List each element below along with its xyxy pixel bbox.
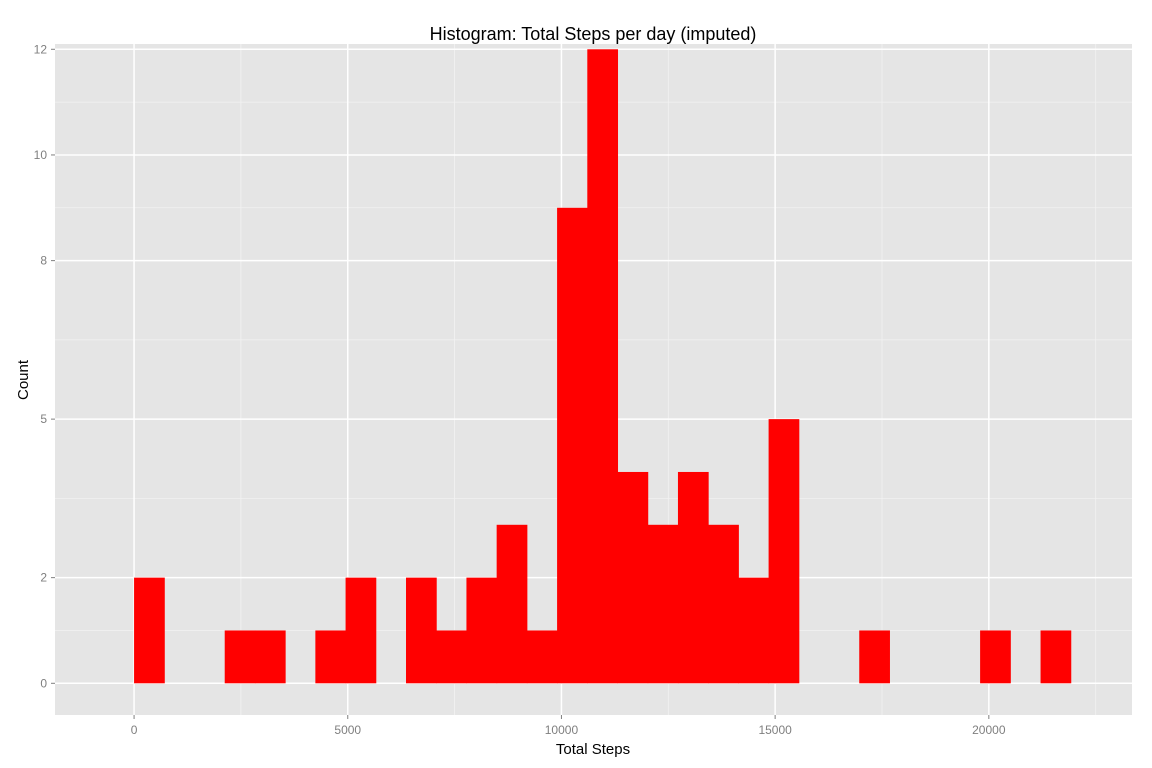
y-tick-label: 5 xyxy=(40,412,47,426)
histogram-bar xyxy=(224,630,256,684)
histogram-bar xyxy=(768,419,800,684)
histogram-bar xyxy=(557,207,588,684)
x-tick-label: 5000 xyxy=(334,723,361,737)
histogram-bars xyxy=(134,49,1072,684)
y-axis-title: Count xyxy=(15,359,32,400)
y-tick-label: 2 xyxy=(40,571,47,585)
histogram-bar xyxy=(254,630,286,684)
x-tick-label: 15000 xyxy=(758,723,792,737)
y-tick-label: 8 xyxy=(40,254,47,268)
histogram-bar xyxy=(315,630,347,684)
histogram-bar xyxy=(677,471,709,684)
y-tick-label: 10 xyxy=(34,148,48,162)
y-tick-label: 0 xyxy=(40,676,47,690)
histogram-bar xyxy=(406,577,437,684)
histogram-bar xyxy=(980,630,1011,684)
histogram-bar xyxy=(617,471,649,684)
histogram-bar xyxy=(708,524,739,684)
histogram-bar xyxy=(859,630,890,684)
y-tick-label: 12 xyxy=(34,42,48,56)
histogram-bar xyxy=(738,577,770,684)
x-axis-title: Total Steps xyxy=(556,741,630,758)
histogram-bar xyxy=(436,630,467,684)
x-tick-label: 20000 xyxy=(972,723,1006,737)
x-tick-label: 10000 xyxy=(545,723,579,737)
histogram-bar xyxy=(587,49,619,684)
histogram-bar xyxy=(526,630,558,684)
histogram-bar xyxy=(345,577,377,684)
y-axis-ticks: 0 2 5 8 10 12 xyxy=(34,42,55,690)
x-tick-label: 0 xyxy=(131,723,138,737)
histogram-bar xyxy=(647,524,679,684)
histogram-bar xyxy=(134,577,165,684)
chart-title: Histogram: Total Steps per day (imputed) xyxy=(430,24,757,44)
histogram-bar xyxy=(466,577,498,684)
histogram-bar xyxy=(496,524,528,684)
x-axis-ticks: 0 5000 10000 15000 20000 xyxy=(131,715,1006,737)
histogram-bar xyxy=(1040,630,1072,684)
